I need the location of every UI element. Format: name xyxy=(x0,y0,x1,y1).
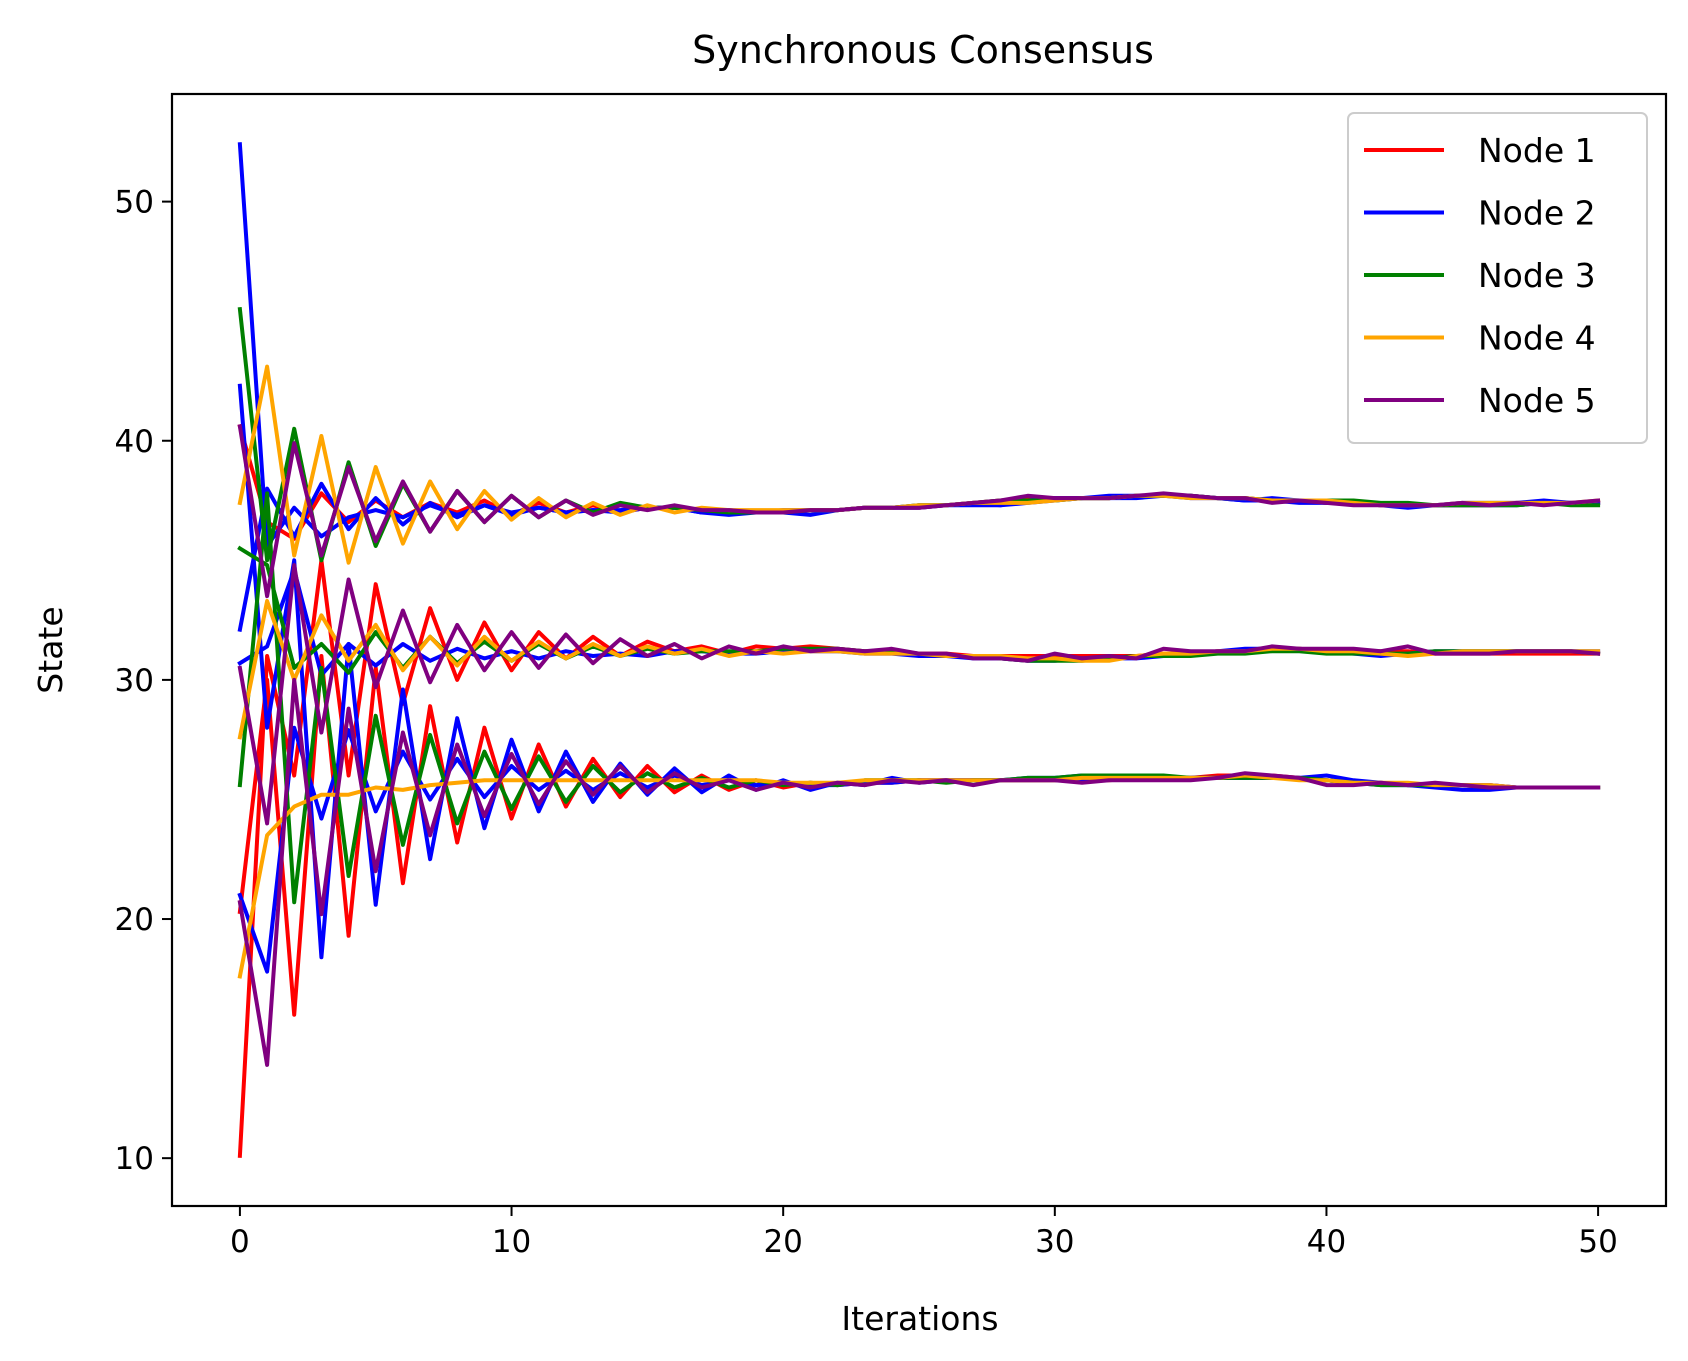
x-tick-label: 30 xyxy=(1035,1224,1074,1260)
y-tick-label: 10 xyxy=(115,1141,154,1177)
x-tick-label: 50 xyxy=(1578,1224,1617,1260)
y-tick-label: 40 xyxy=(115,424,154,460)
x-tick-label: 0 xyxy=(230,1224,250,1260)
x-axis: 0 10 20 30 40 50 xyxy=(230,1206,1618,1260)
y-axis-label: State xyxy=(31,606,70,693)
x-tick-label: 40 xyxy=(1307,1224,1346,1260)
x-axis-label: Iterations xyxy=(841,1299,998,1338)
plot-area xyxy=(237,142,1601,1158)
legend-label-node-3: Node 3 xyxy=(1478,256,1596,295)
chart-title: Synchronous Consensus xyxy=(692,28,1154,72)
axes-frame xyxy=(170,92,1668,1208)
legend: Node 1 Node 2 Node 3 Node 4 Node 5 xyxy=(1347,112,1648,444)
legend-label-node-4: Node 4 xyxy=(1478,319,1596,358)
x-tick-label: 10 xyxy=(492,1224,531,1260)
legend-label-node-5: Node 5 xyxy=(1478,381,1596,420)
legend-label-node-2: Node 2 xyxy=(1478,194,1596,233)
legend-box xyxy=(1347,112,1648,444)
series-line-node-5-run-3 xyxy=(237,677,1601,1067)
y-tick-label: 50 xyxy=(115,185,154,221)
y-axis: 10 20 30 40 50 xyxy=(115,185,172,1177)
x-tick-label: 20 xyxy=(763,1224,802,1260)
y-tick-label: 30 xyxy=(115,663,154,699)
legend-label-node-1: Node 1 xyxy=(1478,131,1596,170)
series-line-node-5-run-1 xyxy=(237,424,1601,599)
series-line-node-5-run-2 xyxy=(237,563,1601,826)
y-tick-label: 20 xyxy=(115,902,154,938)
